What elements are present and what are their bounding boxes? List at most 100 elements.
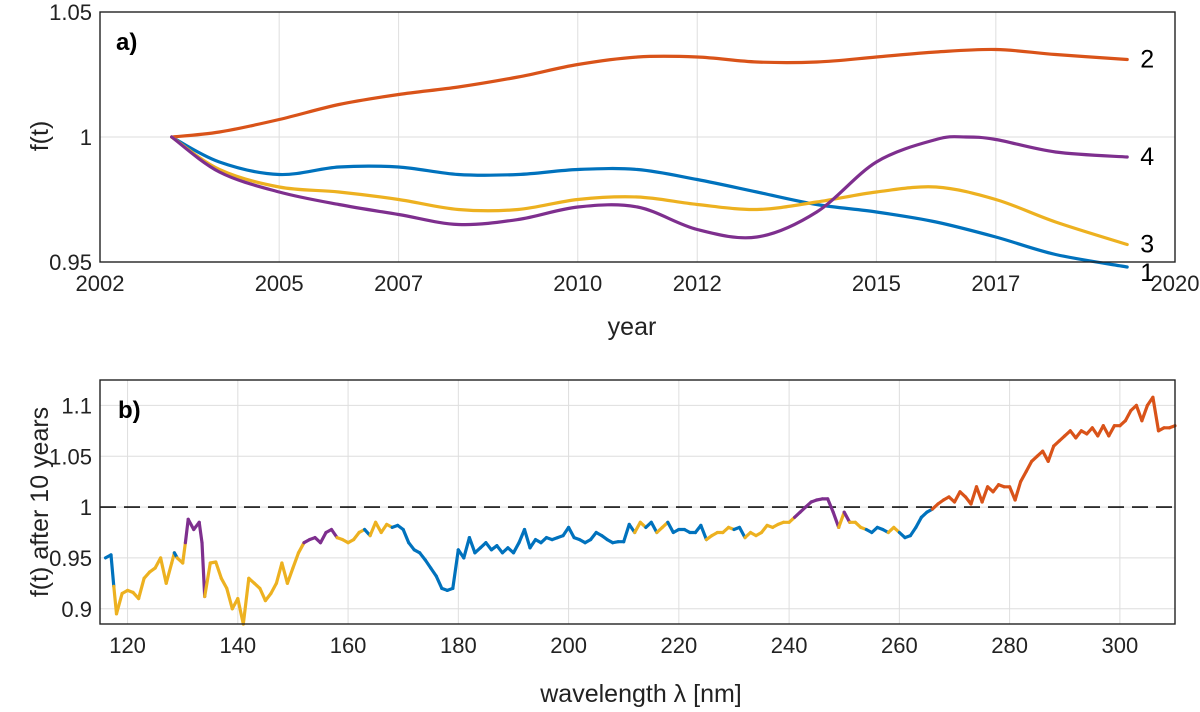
series-line-1 <box>170 135 1129 269</box>
segment-class-2 <box>1101 424 1111 438</box>
segment-class-1 <box>666 520 675 535</box>
panel-b-y-tick-label: 0.9 <box>61 597 92 622</box>
panel-a-x-axis-label: year <box>608 313 657 341</box>
panel-a-line-chart: 2002 2005 2007 2010 2012 2015 2017 2020 0.95 1 1.0… <box>26 0 1199 341</box>
segment-class-3 <box>181 541 187 565</box>
panel-b-y-axis-label: f(t) after 10 years <box>26 407 54 597</box>
panel-a-series-labels: 1 2 3 4 <box>1140 46 1154 288</box>
segment-class-2 <box>969 485 979 506</box>
segment-class-2 <box>1107 424 1117 438</box>
series-line-3 <box>170 135 1129 247</box>
segment-class-1 <box>423 558 433 570</box>
panel-a-x-tick-label: 2012 <box>673 271 722 296</box>
segment-class-4 <box>842 510 852 524</box>
panel-a-y-axis-label: f(t) <box>26 121 54 152</box>
segment-class-3 <box>285 566 295 585</box>
panel-a-series <box>170 47 1129 269</box>
segment-class-3 <box>291 551 301 570</box>
panel-b-x-axis-label: wavelength λ [nm] <box>539 680 742 708</box>
panel-b-x-tick-label: 120 <box>109 633 146 658</box>
segment-class-2 <box>1140 403 1150 423</box>
segment-class-3 <box>137 576 146 601</box>
segment-class-1 <box>429 566 438 578</box>
series-end-label-4: 4 <box>1140 143 1154 171</box>
segment-class-3 <box>225 586 234 611</box>
segment-class-1 <box>109 553 116 589</box>
segment-class-4 <box>329 527 339 540</box>
segment-class-4 <box>826 497 835 514</box>
segment-class-3 <box>219 576 229 591</box>
segment-class-1 <box>737 525 747 540</box>
segment-class-4 <box>200 541 207 599</box>
panel-b-y-tick-label: 1.1 <box>61 393 92 418</box>
segment-class-3 <box>203 561 212 599</box>
panel-b-y-tick-label: 0.95 <box>49 546 92 571</box>
segment-class-2 <box>1013 480 1023 502</box>
panel-b-x-tick-label: 300 <box>1102 633 1139 658</box>
segment-class-2 <box>974 485 984 504</box>
panel-a-x-tick-label: 2010 <box>553 271 602 296</box>
segment-class-4 <box>186 517 196 532</box>
series-end-label-1: 1 <box>1140 259 1154 287</box>
segment-class-3 <box>114 591 124 616</box>
panel-b-line-chart: 120 140 160 180 200 220 240 260 280 300 0.9 0.95 1 1.… <box>26 379 1177 708</box>
panel-a-axes-frame <box>99 11 1176 263</box>
series-line-4 <box>170 135 1129 240</box>
segment-class-2 <box>1018 469 1028 484</box>
panel-a-y-tick-label: 1.05 <box>49 0 92 25</box>
segment-class-4 <box>183 517 190 545</box>
panel-b-grid <box>100 380 1175 624</box>
segment-class-1 <box>566 525 576 540</box>
panel-a-y-tick-label: 1 <box>80 125 92 150</box>
segment-class-3 <box>374 520 383 535</box>
segment-class-1 <box>622 522 631 544</box>
panel-b-x-tick-label: 200 <box>550 633 587 658</box>
panel-b-x-tick-label: 160 <box>330 633 367 658</box>
segment-class-2 <box>1024 459 1034 474</box>
series-line-2 <box>170 47 1129 139</box>
segment-class-2 <box>980 485 990 504</box>
segment-class-4 <box>831 510 841 530</box>
panel-b-y-tick-label: 1 <box>80 495 92 520</box>
segment-class-3 <box>112 584 119 616</box>
segment-class-3 <box>164 561 174 585</box>
panel-b-series <box>103 395 1177 626</box>
segment-class-3 <box>837 510 846 530</box>
panel-b-x-tick-label: 240 <box>771 633 808 658</box>
panel-a-x-tick-label: 2020 <box>1151 271 1200 296</box>
panel-b-x-tick-label: 180 <box>440 633 477 658</box>
panel-a-label: a) <box>116 29 137 56</box>
segment-class-1 <box>908 525 918 538</box>
segment-class-3 <box>269 581 278 596</box>
segment-class-4 <box>197 520 204 545</box>
segment-class-1 <box>451 548 460 591</box>
segment-class-3 <box>368 520 378 538</box>
panel-a-x-tick-label: 2007 <box>374 271 423 296</box>
segment-class-2 <box>1167 424 1177 430</box>
segment-class-3 <box>280 561 289 585</box>
panel-b-x-tick-label: 140 <box>219 633 256 658</box>
panel-a-x-tick-label: 2017 <box>971 271 1020 296</box>
panel-a-x-tick-label: 2015 <box>852 271 901 296</box>
segment-class-1 <box>467 535 477 555</box>
segment-class-3 <box>159 556 168 585</box>
segment-class-3 <box>241 576 251 626</box>
panel-b-x-tick-label: 220 <box>660 633 697 658</box>
series-end-label-2: 2 <box>1140 46 1154 74</box>
panel-b-label: b) <box>118 397 141 424</box>
segment-class-3 <box>633 520 642 535</box>
segment-class-2 <box>1046 444 1056 463</box>
segment-class-2 <box>1123 408 1133 423</box>
segment-class-1 <box>401 527 411 545</box>
segment-class-1 <box>649 520 659 535</box>
segment-class-4 <box>318 530 328 545</box>
panel-a-x-tick-label: 2002 <box>76 271 125 296</box>
segment-class-1 <box>462 535 471 560</box>
segment-class-1 <box>699 523 709 542</box>
panel-a-y-tick-label: 0.95 <box>49 250 92 275</box>
panel-b-tick-labels: 120 140 160 180 200 220 240 260 280 300 0.9 0.95 1 1.… <box>49 393 1138 658</box>
segment-class-1 <box>528 537 538 550</box>
segment-class-2 <box>1151 395 1161 433</box>
segment-class-3 <box>296 541 306 555</box>
